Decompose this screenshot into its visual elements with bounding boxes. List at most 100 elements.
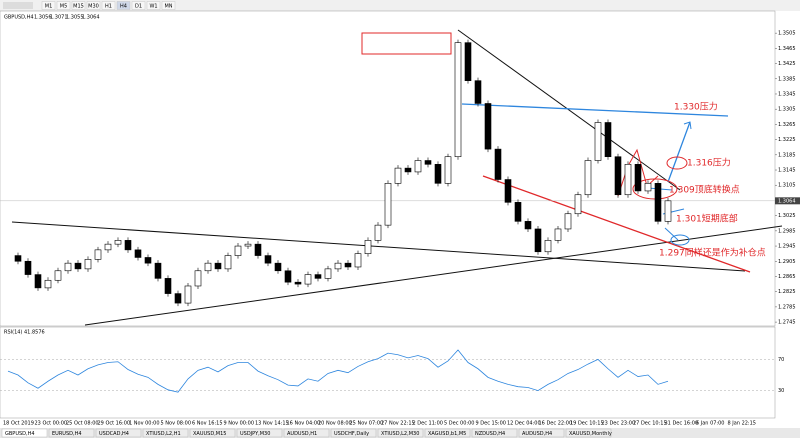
timeframe-button[interactable] <box>161 1 176 10</box>
candle <box>644 183 652 192</box>
tab[interactable] <box>48 428 95 438</box>
timeframe-button[interactable] <box>56 1 71 10</box>
candle <box>634 164 642 192</box>
trend-line <box>84 225 783 326</box>
tab[interactable] <box>142 428 189 438</box>
y-tick-label: 1.2825 <box>778 289 796 295</box>
tab[interactable] <box>565 428 612 438</box>
tab-label: USDCHF,Daily <box>334 431 369 437</box>
candle <box>394 167 402 184</box>
tab[interactable] <box>330 428 377 438</box>
timeframe-button[interactable] <box>116 1 131 10</box>
price-tag <box>775 197 800 205</box>
candle <box>384 183 392 226</box>
tab-label: USDCAD,H4 <box>99 431 129 437</box>
candle <box>544 240 552 253</box>
candle <box>54 270 62 281</box>
candle <box>344 262 352 268</box>
circle-mark <box>666 156 688 170</box>
tab[interactable] <box>283 428 330 438</box>
candle <box>74 262 82 270</box>
candle <box>584 160 592 196</box>
timeframe-label: M1 <box>45 4 53 10</box>
tab[interactable] <box>95 428 142 438</box>
tab[interactable] <box>236 428 283 438</box>
ohlc-value: 1.3064 <box>82 15 100 21</box>
y-tick-label: 1.3145 <box>778 168 796 174</box>
candle <box>484 103 492 150</box>
tab-label: GBPUSD,H4 <box>5 431 35 437</box>
rsi-current: 41.8576 <box>24 330 45 336</box>
x-tick-label: 23 Dec 23:00 <box>602 421 636 427</box>
x-tick-label: 6 Nov 16:15 <box>192 421 223 427</box>
y-tick-label: 1.3185 <box>778 152 796 158</box>
candle <box>424 160 432 165</box>
y-tick-label: 1.3345 <box>778 91 796 97</box>
candle <box>24 260 32 275</box>
candle <box>604 122 612 158</box>
timeframe-label: M30 <box>88 4 99 10</box>
timeframe-button[interactable] <box>71 1 86 10</box>
drawings <box>11 29 783 326</box>
candle <box>614 156 622 196</box>
tab-label: XTIUSD,L2,H1 <box>146 431 181 437</box>
y-tick-label: 1.3305 <box>778 107 796 113</box>
timeframe-label: D1 <box>135 4 142 10</box>
trend-line <box>11 221 746 272</box>
candle <box>364 240 372 254</box>
candle <box>184 285 192 304</box>
tab[interactable] <box>377 428 424 438</box>
candle <box>174 293 182 304</box>
y-tick-label: 1.2985 <box>778 228 796 234</box>
tab[interactable] <box>471 428 518 438</box>
x-tick-label: 31 Dec 16:00 <box>665 421 699 427</box>
candle <box>414 160 422 173</box>
x-tick-label: 8 Jan 22:15 <box>728 421 756 427</box>
x-tick-label: 27 Nov 22:15 <box>381 421 415 427</box>
candle <box>504 179 512 203</box>
timeframe-button[interactable] <box>41 1 56 10</box>
x-tick-label: 9 Nov 00:00 <box>224 421 255 427</box>
tab[interactable] <box>1 428 48 438</box>
timeframe-label: MN <box>164 4 172 10</box>
annotation: 1.316压力 <box>687 157 731 169</box>
timeframe-button[interactable] <box>131 1 146 10</box>
tab-label: EURUSD,H4 <box>52 431 82 437</box>
tab[interactable] <box>518 428 565 438</box>
candle <box>274 262 282 272</box>
ohlc-value: 1.3071 <box>50 15 68 21</box>
candle <box>94 249 102 260</box>
timeframe-button[interactable] <box>86 1 101 10</box>
candle <box>124 240 132 251</box>
ohlc-value: 1.3055 <box>66 15 84 21</box>
candle <box>204 262 212 272</box>
tab[interactable] <box>189 428 236 438</box>
highlight-box <box>361 32 452 55</box>
toolbar <box>0 0 800 11</box>
x-tick-label: 12 Dec 04:00 <box>507 421 541 427</box>
timeframe-label: W1 <box>149 4 157 10</box>
circle-mark <box>670 234 690 246</box>
tab-label: XTIUSD,L2,M30 <box>381 431 419 437</box>
rsi-tick-label: 70 <box>778 357 784 363</box>
timeframe-label: M5 <box>60 4 68 10</box>
candle <box>84 259 92 270</box>
y-tick-label: 1.3425 <box>778 61 796 67</box>
x-tick-label: 13 Nov 14:15 <box>255 421 289 427</box>
candle <box>654 183 662 222</box>
tab[interactable] <box>424 428 471 438</box>
tab-label: AUDUSD,H1 <box>287 431 317 437</box>
y-tick-label: 1.3505 <box>778 31 796 37</box>
candle <box>304 274 312 285</box>
x-tick-label: 1 Nov 00:00 <box>129 421 160 427</box>
y-tick-label: 1.3465 <box>778 46 796 52</box>
candle <box>314 274 322 279</box>
y-tick-label: 1.2865 <box>778 274 796 280</box>
candle <box>34 274 42 289</box>
candle <box>354 253 362 268</box>
tab-label: USDJPY,M30 <box>240 431 270 437</box>
timeframe-button[interactable] <box>146 1 161 10</box>
candle <box>474 80 482 104</box>
timeframe-button[interactable] <box>101 1 116 10</box>
x-tick-label: 5 Nov 08:00 <box>161 421 192 427</box>
